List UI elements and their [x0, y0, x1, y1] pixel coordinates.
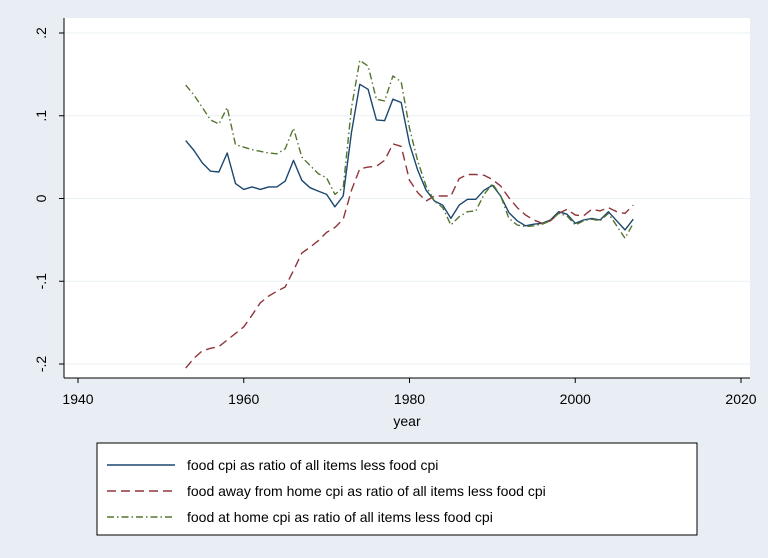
- y-tick-label: .2: [33, 27, 49, 39]
- legend-label: food at home cpi as ratio of all items l…: [187, 509, 493, 525]
- y-tick-label: .1: [33, 110, 49, 122]
- x-tick-label: 2020: [725, 391, 756, 407]
- x-axis-title: year: [393, 413, 421, 429]
- series-line: [185, 59, 634, 239]
- y-axis-ticks: -.2 -.1 0 .1 .2: [33, 27, 64, 372]
- series-lines: [185, 59, 634, 369]
- y-tick-label: -.2: [33, 356, 49, 373]
- x-tick-label: 1980: [394, 391, 425, 407]
- x-tick-label: 1960: [228, 391, 259, 407]
- y-tick-label: 0: [33, 194, 49, 202]
- legend: food cpi as ratio of all items less food…: [107, 457, 546, 525]
- legend-box: [96, 442, 698, 536]
- x-axis-ticks: 1940 1960 1980 2000 2020: [62, 378, 757, 407]
- x-tick-label: 2000: [560, 391, 591, 407]
- series-line: [185, 83, 634, 231]
- legend-label: food cpi as ratio of all items less food…: [187, 457, 438, 473]
- legend-label: food away from home cpi as ratio of all …: [187, 483, 546, 499]
- y-tick-label: -.1: [33, 273, 49, 290]
- series-line: [185, 143, 634, 369]
- x-tick-label: 1940: [62, 391, 93, 407]
